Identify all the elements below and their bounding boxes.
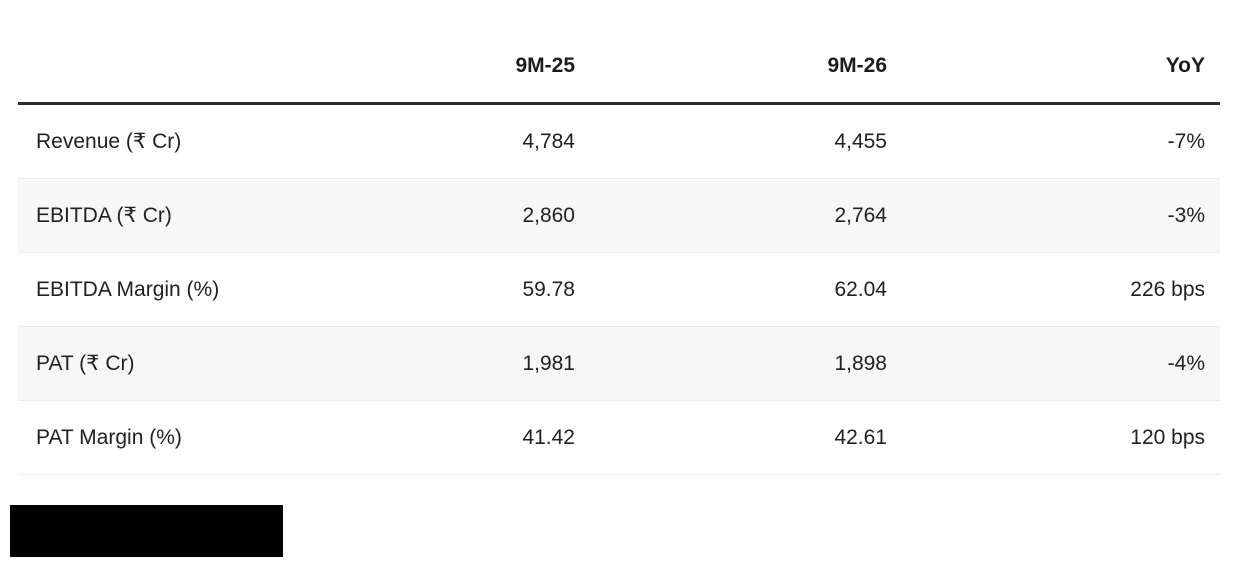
value-cell: 41.42: [318, 400, 590, 475]
value-cell: 1,981: [318, 326, 590, 401]
column-header-yoy: YoY: [902, 30, 1220, 105]
table-row: EBITDA Margin (%) 59.78 62.04 226 bps: [18, 252, 1220, 327]
value-cell: -7%: [902, 103, 1220, 179]
metric-label: PAT (₹ Cr): [18, 326, 318, 401]
metric-label: EBITDA (₹ Cr): [18, 178, 318, 253]
table-row: PAT (₹ Cr) 1,981 1,898 -4%: [18, 326, 1220, 401]
value-cell: 42.61: [590, 400, 902, 475]
value-cell: 4,784: [318, 103, 590, 179]
metric-label: EBITDA Margin (%): [18, 252, 318, 327]
redacted-block: [10, 505, 283, 557]
value-cell: 226 bps: [902, 252, 1220, 327]
value-cell: 59.78: [318, 252, 590, 327]
metric-label: Revenue (₹ Cr): [18, 103, 318, 179]
table-row: PAT Margin (%) 41.42 42.61 120 bps: [18, 400, 1220, 475]
table-row: EBITDA (₹ Cr) 2,860 2,764 -3%: [18, 178, 1220, 253]
column-header-9m25: 9M-25: [318, 30, 590, 105]
value-cell: 4,455: [590, 103, 902, 179]
value-cell: 2,860: [318, 178, 590, 253]
value-cell: 1,898: [590, 326, 902, 401]
value-cell: 62.04: [590, 252, 902, 327]
column-header-metric: [18, 30, 318, 105]
table-row: Revenue (₹ Cr) 4,784 4,455 -7%: [18, 103, 1220, 179]
table-header-row: 9M-25 9M-26 YoY: [18, 30, 1220, 105]
value-cell: 120 bps: [902, 400, 1220, 475]
value-cell: -3%: [902, 178, 1220, 253]
value-cell: -4%: [902, 326, 1220, 401]
metric-label: PAT Margin (%): [18, 400, 318, 475]
column-header-9m26: 9M-26: [590, 30, 902, 105]
value-cell: 2,764: [590, 178, 902, 253]
financial-results-table: 9M-25 9M-26 YoY Revenue (₹ Cr) 4,784 4,4…: [18, 30, 1220, 475]
